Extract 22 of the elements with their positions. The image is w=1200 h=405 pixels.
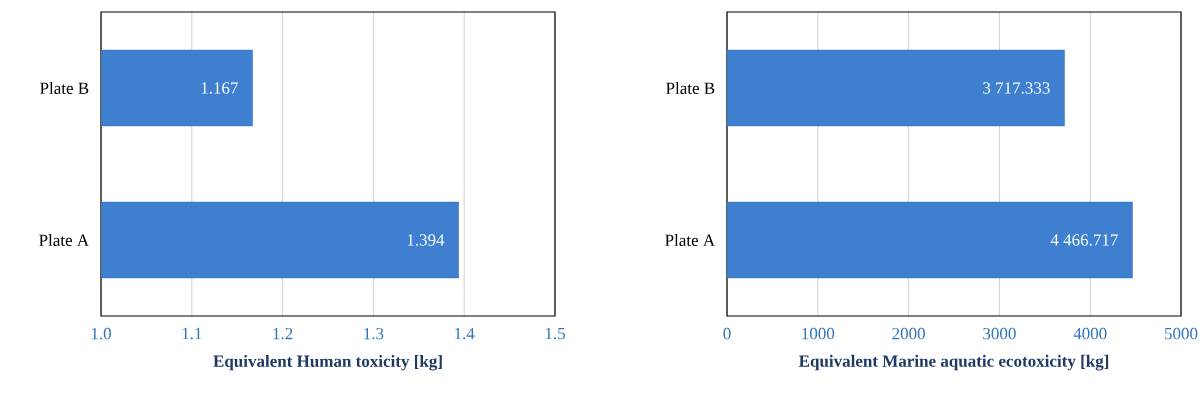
x-axis-title: Equivalent Human toxicity [kg] xyxy=(213,354,442,371)
data-label: 3 717.333 xyxy=(983,82,1050,94)
x-tick-label: 4000 xyxy=(1073,327,1107,340)
x-tick-label: 1.1 xyxy=(182,327,202,340)
x-tick-label: 1.3 xyxy=(364,327,384,340)
x-tick-label: 1.2 xyxy=(273,327,293,340)
data-label: 1.167 xyxy=(201,82,238,94)
x-tick-label: 1.0 xyxy=(91,327,111,340)
x-tick-label: 5000 xyxy=(1165,327,1198,340)
x-tick-label: 1000 xyxy=(802,327,835,340)
data-label: 4 466.717 xyxy=(1050,234,1118,246)
x-tick-label: 1.4 xyxy=(455,327,475,340)
x-tick-label: 1.5 xyxy=(545,327,565,340)
y-tick-label: Plate A xyxy=(39,234,90,246)
x-tick-label: 2000 xyxy=(892,327,925,340)
data-label: 1.394 xyxy=(407,234,445,246)
x-axis-title: Equivalent Marine aquatic ecotoxicity [kg] xyxy=(798,354,1109,371)
y-tick-label: Plate B xyxy=(666,82,715,94)
y-tick-label: Plate A xyxy=(665,234,716,246)
x-tick-label: 3000 xyxy=(983,327,1016,340)
x-tick-label: 0 xyxy=(723,327,731,340)
y-tick-label: Plate B xyxy=(40,82,89,94)
